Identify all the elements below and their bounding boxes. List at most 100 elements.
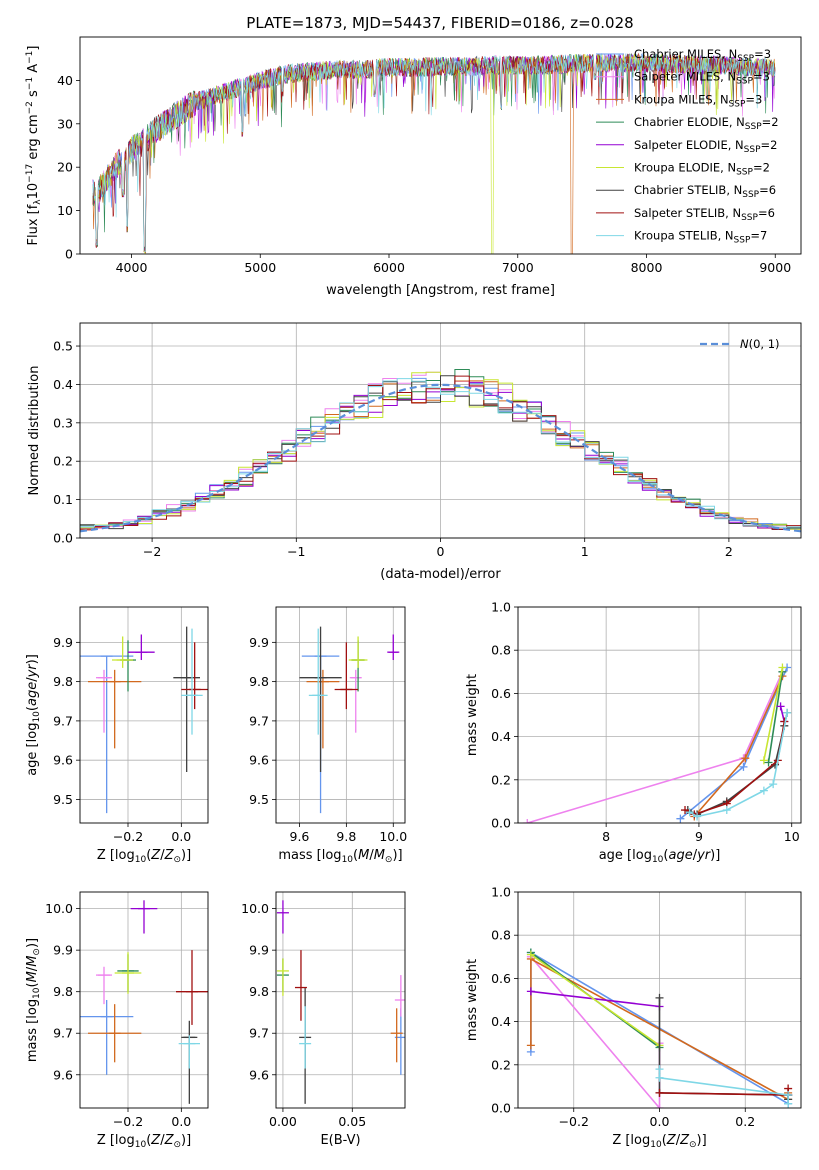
series-marker-2: [741, 754, 750, 763]
histograms: [80, 369, 801, 533]
y-tick-label: 0.5: [53, 339, 73, 354]
series-marker-8: [759, 786, 768, 795]
series-marker-8: [722, 806, 731, 815]
y-tick-label: 0.3: [53, 415, 73, 430]
y-tick-label: 9.9: [53, 943, 73, 958]
axes-weight-vs-Z: −0.2 0.0 0.2 0.0 0.2 0.4 0.6 0.8 1.0 Z [log10(Z/Z…: [465, 885, 802, 1150]
y-tick-label: 0.1: [53, 492, 73, 507]
point-4: [128, 634, 155, 661]
y-tick-label: 0.6: [491, 686, 511, 701]
y-tick-label: 0.8: [491, 643, 511, 658]
series-marker-8: [769, 780, 778, 789]
series-line-4: [530, 990, 660, 1008]
figure-title: PLATE=1873, MJD=54437, FIBERID=0186, z=0…: [246, 14, 633, 32]
point-5: [348, 636, 368, 668]
series-marker-7: [655, 1088, 664, 1097]
point-0: [80, 1000, 134, 1075]
x-tick-label: 5000: [244, 260, 276, 275]
x-tick-label: 10: [784, 829, 800, 844]
y-tick-label: 9.6: [53, 1067, 73, 1082]
y-tick-label: 0.2: [491, 1057, 511, 1072]
spectrum-line-8: [92, 52, 776, 253]
point-5: [114, 952, 142, 994]
x-tick-label: 2: [725, 544, 733, 559]
x-tick-label: 8000: [631, 260, 663, 275]
x-tick-label: 8: [602, 829, 610, 844]
x-tick-label: 9.6: [290, 829, 310, 844]
series-marker-5: [759, 756, 768, 765]
y-tick-label: 9.7: [53, 1026, 73, 1041]
points: [80, 900, 208, 1104]
y-tick-label: 9.7: [249, 1026, 269, 1041]
point-8: [181, 628, 203, 735]
series-marker-8: [685, 808, 694, 817]
axes-frame: [517, 606, 802, 824]
axes-weight-vs-age: 8 9 10 0.0 0.2 0.4 0.6 0.8 1.0 age [log10(age/yr)…: [465, 600, 802, 865]
series-marker-4: [526, 987, 535, 996]
x-tick-label: −0.2: [113, 1114, 143, 1129]
legend-entry: Kroupa MILES, NSSP=3: [634, 92, 762, 109]
y-tick-label: 9.9: [249, 943, 269, 958]
point-0: [80, 655, 134, 814]
series: [526, 948, 793, 1108]
series-line-6: [687, 712, 788, 816]
series-marker-8: [655, 1065, 664, 1074]
series-line-5: [530, 953, 660, 1047]
y-tick-label: 0.4: [491, 729, 511, 744]
x-tick-label: 7000: [502, 260, 534, 275]
axes-frame: [79, 322, 802, 539]
series-marker-7: [681, 806, 690, 815]
y-tick-label: 9.7: [249, 713, 269, 728]
y-tick-label: 0.4: [53, 377, 73, 392]
y-tick-label: 0.2: [53, 454, 73, 469]
y-tick-label: 20: [57, 160, 73, 175]
y-tick-label: 9.6: [53, 753, 73, 768]
axes-age-vs-Z: −0.2 0.0 9.5 9.6 9.7 9.8 9.9 Z [log10(Z/Z⊙)] age…: [25, 606, 209, 865]
point-4: [387, 634, 400, 661]
legend-entry: Salpeter MILES, NSSP=3: [634, 70, 770, 87]
y-tick-label: 9.6: [249, 1067, 269, 1082]
x-tick-label: −1: [287, 544, 305, 559]
y-tick-label: 1.0: [491, 600, 511, 615]
y-tick-label: 10: [57, 203, 73, 218]
series-line-3: [767, 671, 784, 763]
y-tick-label: 0.0: [53, 531, 73, 546]
series-line-8: [689, 712, 788, 818]
point-6: [299, 626, 342, 772]
y-tick-label: 9.9: [53, 635, 73, 650]
point-4: [276, 900, 289, 934]
x-tick-label: 0.0: [650, 1114, 670, 1129]
series-marker-2: [526, 1041, 535, 1050]
x-tick-label: −0.2: [113, 829, 143, 844]
y-tick-label: 0.0: [491, 1101, 511, 1116]
series-marker-8: [784, 1091, 793, 1100]
x-tick-label: −0.2: [559, 1114, 589, 1129]
y-tick-label: 9.8: [53, 674, 73, 689]
x-tick-label: −2: [143, 544, 161, 559]
x-tick-label: 0.05: [338, 1114, 366, 1129]
point-7: [294, 950, 307, 1021]
x-axis-label: age [log10(age/yr)]: [599, 848, 721, 865]
series-line-6: [658, 997, 789, 1100]
axes-residuals: −2 −1 0 1 2 0.0 0.1 0.2 0.3 0.4 0.5 N(0, 1) (data-mo…: [27, 322, 802, 582]
x-tick-label: 0.0: [171, 1114, 191, 1129]
x-tick-label: 9: [695, 829, 703, 844]
x-axis-label: Z [log10(Z/Z⊙)]: [97, 1133, 191, 1150]
legend-entry: Kroupa STELIB, NSSP=7: [634, 229, 767, 246]
y-tick-label: 9.5: [249, 792, 269, 807]
x-tick-label: 0.2: [735, 1114, 755, 1129]
axes-frame: [275, 891, 406, 1109]
series-marker-5: [778, 663, 787, 672]
x-tick-label: 10.0: [379, 829, 407, 844]
legend-entry: Kroupa ELODIE, NSSP=2: [634, 161, 770, 178]
x-axis-label: wavelength [Angstrom, rest frame]: [326, 283, 555, 298]
series-marker-5: [526, 950, 535, 959]
axes-frame: [79, 606, 209, 824]
y-tick-label: 10.0: [45, 901, 73, 916]
y-tick-label: 9.6: [249, 753, 269, 768]
y-axis-label: mass weight: [465, 674, 480, 756]
x-axis-label: Z [log10(Z/Z⊙)]: [612, 1133, 706, 1150]
x-axis-label: mass [log10(M/M⊙)]: [278, 848, 402, 865]
x-tick-label: 4000: [116, 260, 148, 275]
series-marker-8: [693, 812, 702, 821]
